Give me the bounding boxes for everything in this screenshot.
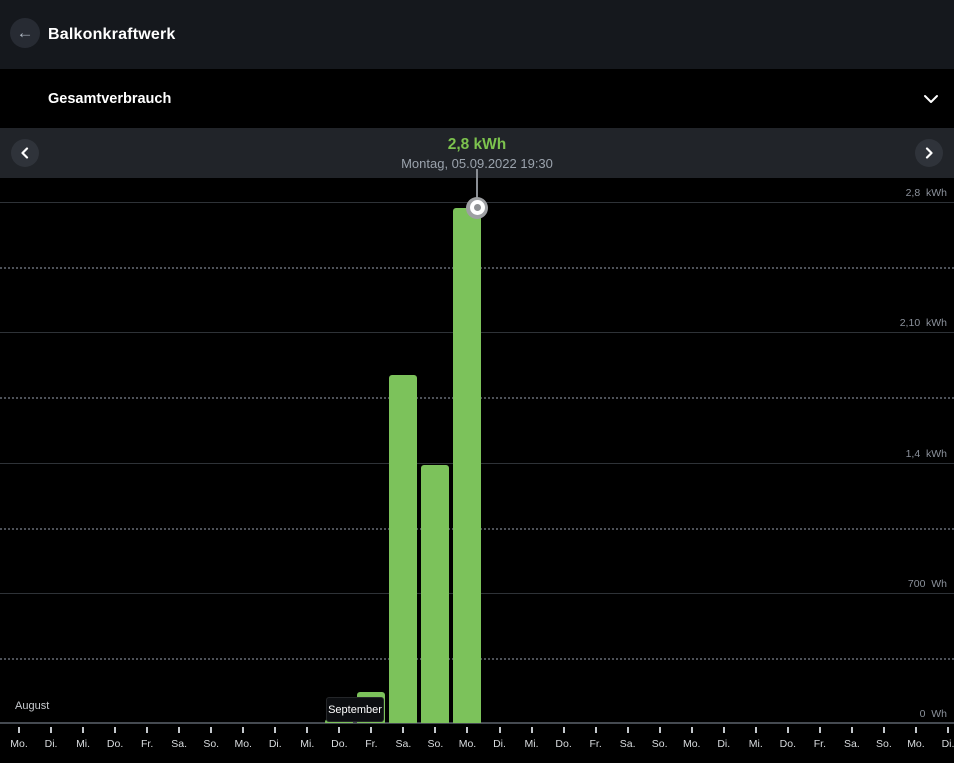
x-axis-label[interactable]: Mo. [458,738,477,750]
x-axis-tick [210,727,213,733]
x-axis-label[interactable]: Di. [941,738,954,750]
chevron-right-icon [925,147,933,159]
x-axis-label[interactable]: Di. [44,738,58,750]
x-axis-label[interactable]: Mi. [748,738,763,750]
x-axis-tick [786,727,789,733]
x-axis-tick [754,727,757,733]
x-axis-tick [402,727,405,733]
x-axis-label[interactable]: Sa. [171,738,188,750]
x-axis-label[interactable]: Do. [106,738,124,750]
x-axis-label[interactable]: Di. [493,738,506,750]
bar[interactable] [389,375,418,723]
x-axis-tick [498,727,501,733]
x-axis-label[interactable]: Fr. [813,738,826,750]
x-axis-label[interactable]: So. [651,738,668,750]
page-title: Balkonkraftwerk [48,25,176,43]
y-axis-label: 700 Wh [907,577,947,590]
x-axis-label[interactable]: Do. [555,738,572,750]
y-axis-label: 0 Wh [919,708,947,720]
x-axis-tick [274,727,277,733]
x-axis-tick [178,727,181,733]
x-axis-label[interactable]: Do. [331,738,348,750]
x-axis-tick [50,727,53,733]
x-axis-label[interactable]: So. [203,738,220,750]
x-axis-label[interactable]: Di. [717,738,731,750]
x-axis-label[interactable]: Mo. [10,738,28,750]
x-axis-tick [434,727,437,733]
bar-selected[interactable] [453,207,482,723]
chevron-down-icon[interactable] [920,88,942,110]
month-label-august: August [15,700,50,712]
x-axis-label[interactable]: Fr. [365,738,378,750]
x-axis-tick [594,727,597,733]
x-axis-label[interactable]: Di. [268,738,282,750]
x-axis-tick [818,727,821,733]
selected-point-marker [466,196,488,219]
x-axis-tick [466,727,469,733]
x-axis-label[interactable]: Sa. [619,738,636,750]
tooltip-pointer-line [476,169,478,198]
x-axis-tick [370,727,373,733]
month-label-september: September [326,697,384,722]
x-axis-label[interactable]: Mo. [907,738,925,750]
x-axis-label[interactable]: Do. [779,738,796,750]
x-axis-line [0,722,954,724]
x-axis-label[interactable]: Mi. [76,738,91,750]
x-axis-tick [338,727,341,733]
marker-dot [473,204,481,212]
x-axis-tick [114,727,117,733]
x-axis-tick [882,727,885,733]
x-axis-label[interactable]: Mo. [234,738,252,750]
x-axis-label[interactable]: Fr. [141,738,154,750]
y-axis-label: 1,4 kWh [905,447,947,460]
x-axis-tick [530,727,533,733]
arrow-left-icon: ← [16,22,34,42]
app-header: ← Balkonkraftwerk [0,0,954,69]
x-axis-tick [306,727,309,733]
x-axis-tick [914,727,917,733]
x-axis-tick [242,727,245,733]
bar[interactable] [421,465,450,723]
back-button[interactable]: ← [10,18,40,48]
metric-selector[interactable]: Gesamtverbrauch [0,69,954,128]
x-axis-label[interactable]: So. [427,738,444,750]
x-axis-tick [18,727,20,733]
marker-ring [469,200,485,216]
x-axis-tick [562,727,565,733]
x-axis-label[interactable]: Fr. [589,738,602,750]
x-axis-tick [850,727,853,733]
x-axis-label[interactable]: Sa. [395,738,412,750]
x-axis-tick [82,727,85,733]
metric-selector-label: Gesamtverbrauch [48,90,172,107]
selected-value: 2,8 kWh [447,135,507,153]
x-axis-label[interactable]: Mi. [300,738,315,750]
chevron-left-icon [21,147,29,159]
x-axis-tick [626,727,629,733]
x-axis-tick [658,727,661,733]
y-axis-label: 2,8 kWh [905,187,947,199]
x-axis-tick [947,727,949,733]
x-axis-tick [722,727,725,733]
x-axis-label[interactable]: Sa. [844,738,860,750]
next-period-button[interactable] [915,139,943,167]
x-axis-tick [690,727,693,733]
x-axis-tick [146,727,149,733]
x-axis-label[interactable]: Mo. [682,738,701,750]
x-axis-label[interactable]: Mi. [524,738,539,750]
y-axis-label: 2,10 kWh [899,317,947,330]
x-axis-label[interactable]: So. [876,738,892,750]
previous-period-button[interactable] [11,139,39,167]
